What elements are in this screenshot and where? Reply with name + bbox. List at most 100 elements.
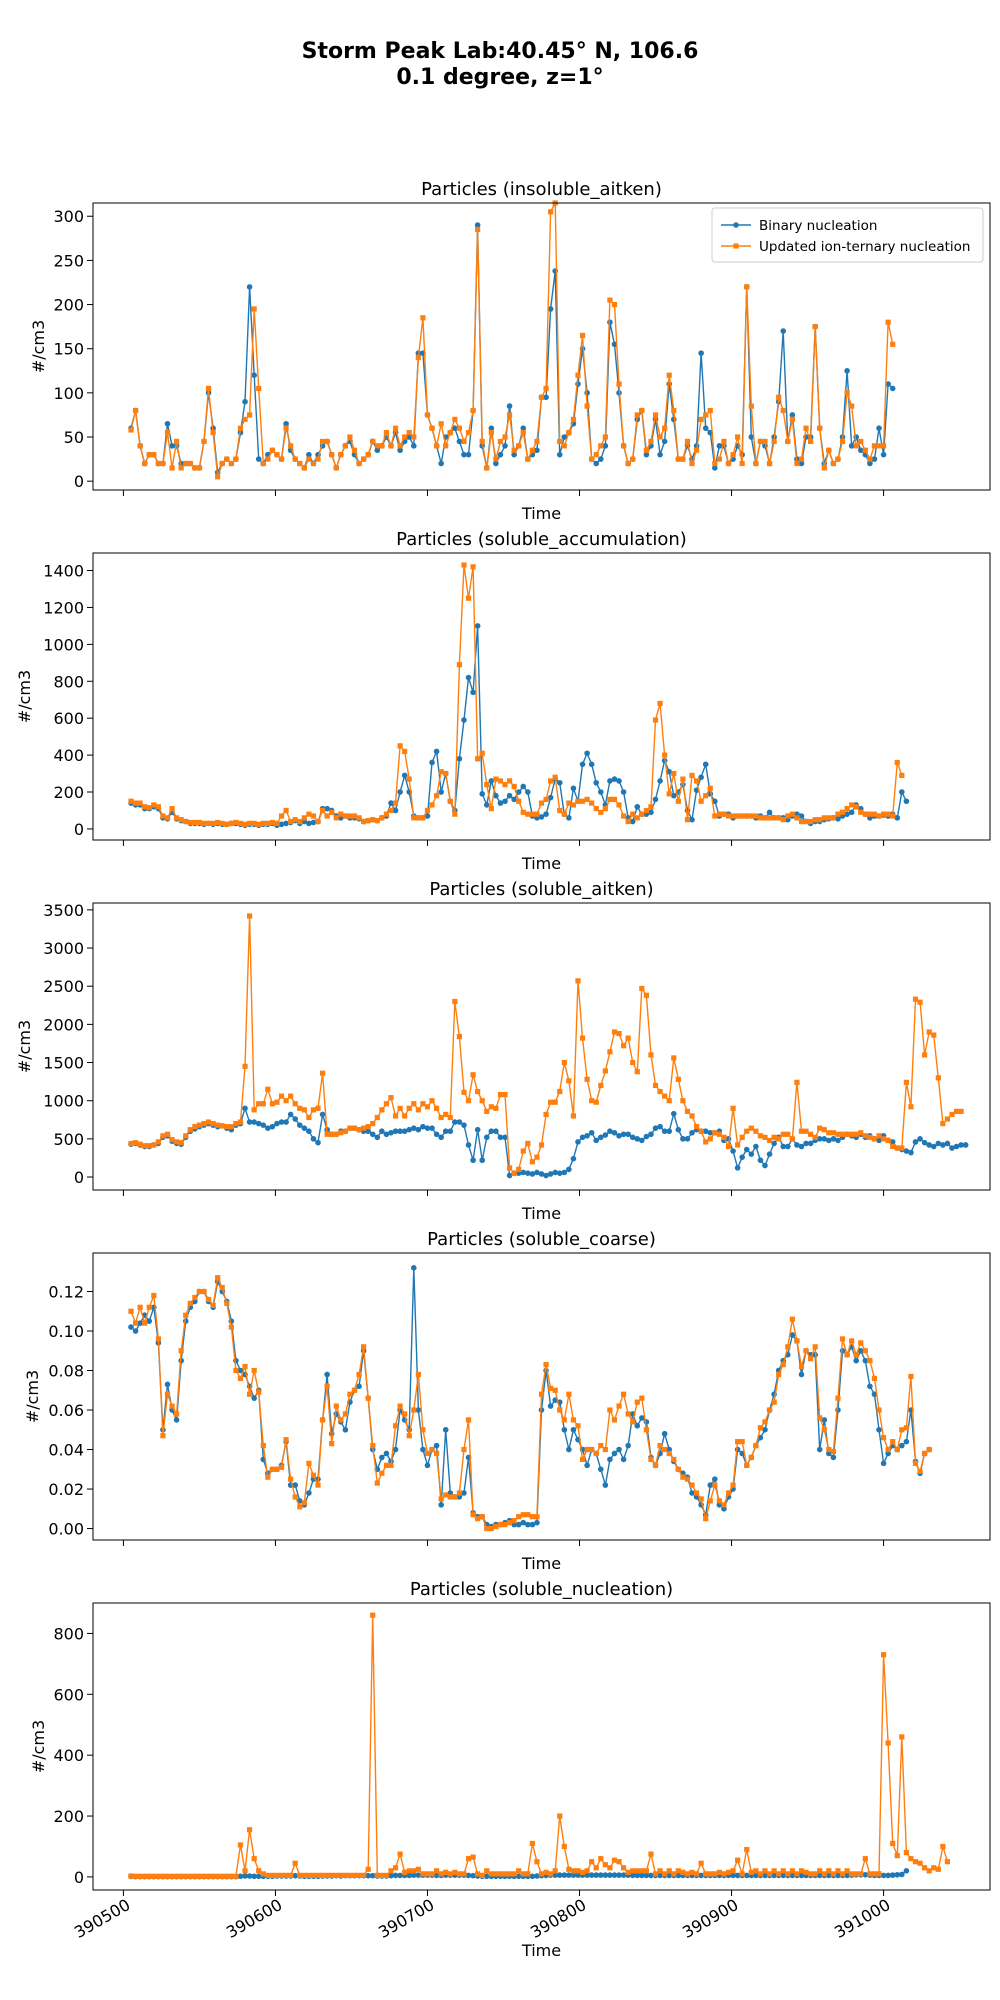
data-point [155,804,161,810]
data-point [438,1114,444,1121]
data-point [812,817,818,823]
data-point [461,717,467,723]
data-point [798,1872,805,1879]
y-tick-label: 800 [53,1624,84,1643]
data-point [839,1871,846,1877]
data-point [538,1871,545,1877]
data-point [611,1417,618,1423]
data-point [296,1122,303,1128]
data-point [502,1134,508,1141]
data-point [566,815,572,821]
data-point [607,1049,613,1055]
data-point [237,1119,244,1125]
data-point [643,807,650,814]
data-point [438,1134,444,1141]
data-point [698,1872,704,1879]
data-point [748,403,754,409]
data-point [602,1482,609,1488]
data-point [671,1456,677,1463]
data-point [187,460,193,467]
data-point [712,1871,718,1877]
data-point [429,759,435,766]
y-tick-label: 0.12 [48,1283,84,1302]
data-point [666,1450,672,1457]
data-point [438,421,444,427]
data-point [356,460,362,467]
data-point [912,1139,919,1145]
data-point [502,782,508,788]
data-point [944,1140,951,1147]
data-point [630,456,636,462]
data-point [944,1116,951,1122]
data-point [716,811,722,817]
data-point [885,381,891,387]
data-point [484,1868,490,1874]
data-point [169,1403,175,1409]
data-point [561,443,567,449]
data-point [757,1425,764,1431]
data-point [561,1417,567,1423]
data-point [442,1426,449,1433]
data-point [826,1130,832,1136]
data-point [735,1439,741,1445]
data-point [926,1142,932,1148]
y-tick-label: 200 [53,783,84,802]
data-point [703,1871,709,1877]
data-point [251,1367,257,1374]
data-point [871,1375,878,1382]
data-point [256,1101,262,1107]
data-point [347,1872,353,1878]
data-point [844,1352,850,1358]
data-point [552,1169,558,1176]
data-point [579,1869,586,1875]
data-point [465,1872,472,1879]
data-point [493,1105,499,1111]
data-point [447,1128,454,1135]
data-point [922,1865,928,1871]
data-point [693,1871,700,1877]
data-point [128,1140,134,1147]
data-point [543,1111,549,1118]
data-point [762,815,768,821]
data-point [584,403,590,409]
data-point [260,1122,267,1128]
data-point [588,761,595,768]
y-tick-label: 0.06 [48,1401,84,1420]
data-point [520,425,527,431]
data-point [205,1873,212,1879]
data-point [465,1098,472,1104]
data-point [657,434,663,440]
data-point [643,1133,650,1140]
data-point [675,1076,681,1082]
data-point [703,793,709,799]
data-point [808,438,814,445]
data-point [712,798,718,805]
data-point [205,385,212,392]
data-point [511,1871,517,1877]
data-point [917,1860,923,1866]
data-point [383,811,390,817]
data-point [433,443,440,449]
data-point [712,1130,718,1136]
data-point [196,465,203,471]
data-point [880,1435,887,1441]
x-axis-label: Time [521,854,561,873]
data-point [146,452,152,458]
data-point [771,1399,777,1405]
data-point [310,813,317,819]
data-point [894,1871,901,1878]
data-point [288,1093,294,1099]
data-point [680,776,686,782]
data-point [616,1446,622,1453]
data-point [857,1347,864,1354]
data-point [744,1846,750,1853]
data-point [785,1344,791,1350]
data-point [598,1442,604,1449]
y-tick-label: 400 [53,1746,84,1765]
data-point [880,1460,887,1467]
data-point [835,1131,841,1137]
data-point [862,1856,868,1862]
data-point [931,1032,937,1038]
data-point [917,1136,923,1142]
data-point [470,1854,476,1860]
